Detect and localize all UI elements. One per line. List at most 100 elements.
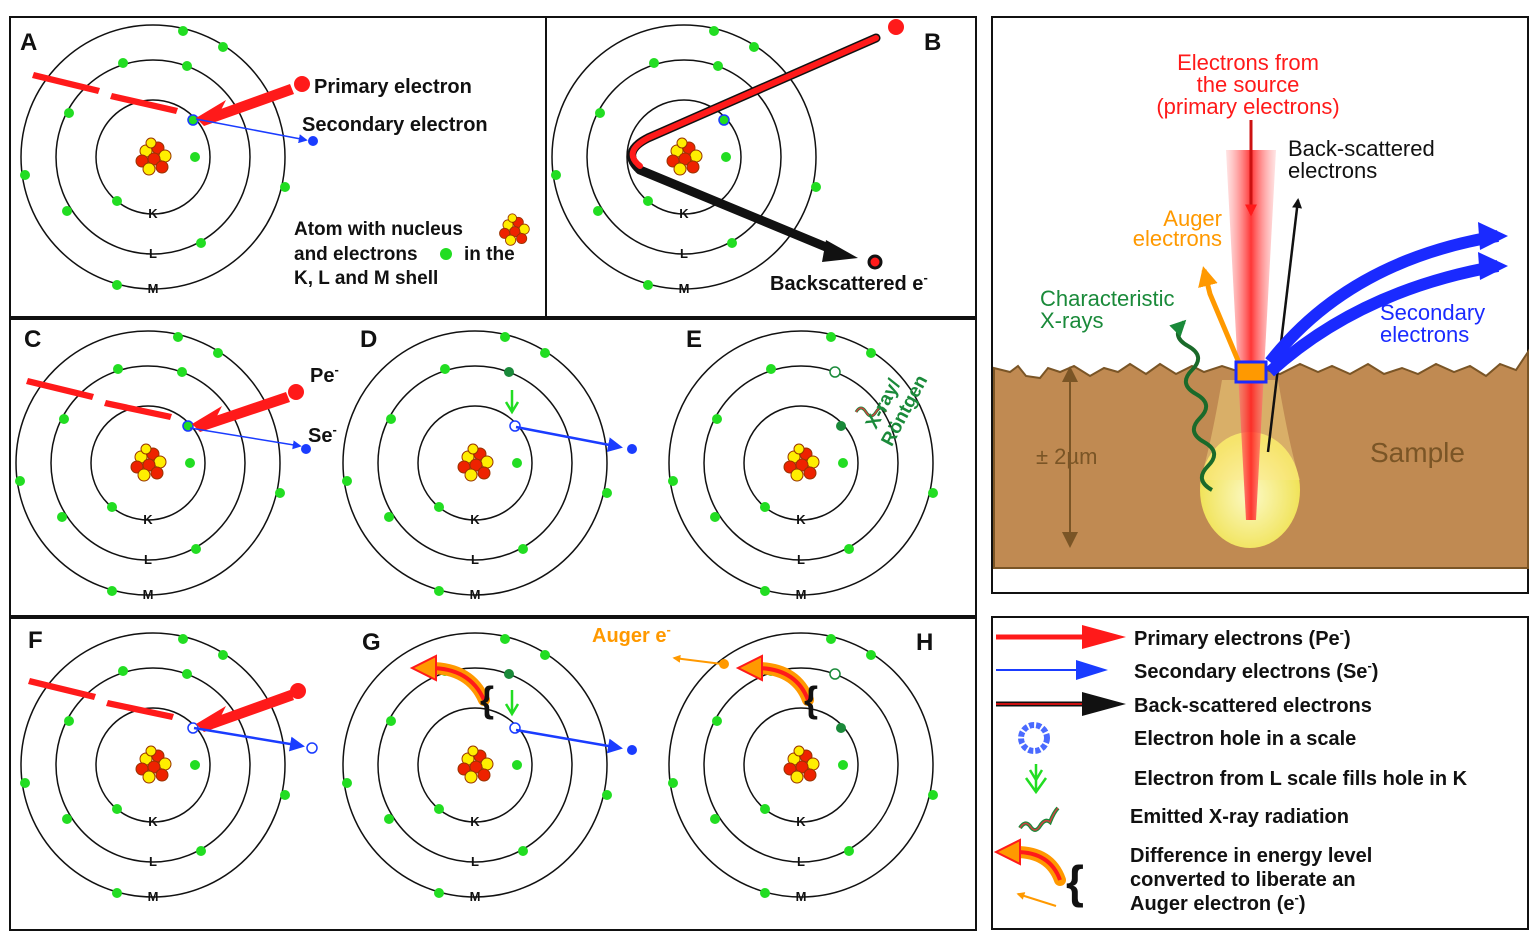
electron	[760, 804, 770, 814]
electron	[500, 634, 510, 644]
backscatter-path-outline	[627, 33, 881, 257]
electron	[64, 108, 74, 118]
shell-m	[551, 24, 817, 290]
electron	[386, 414, 396, 424]
xray-wave	[1169, 319, 1216, 492]
shell-label-l: L	[471, 854, 479, 869]
label-se: Se-	[308, 422, 337, 447]
label-secondary-electron: Secondary electron	[302, 114, 488, 136]
electron-legend-icon	[440, 248, 452, 260]
nucleus-icon	[135, 137, 172, 176]
electron	[844, 846, 854, 856]
electron	[838, 458, 848, 468]
electron	[712, 414, 722, 424]
electron	[712, 716, 722, 726]
electron	[59, 414, 69, 424]
secondary-electron-dot-d	[627, 444, 637, 454]
electron	[182, 61, 192, 71]
electron	[64, 716, 74, 726]
electron	[721, 152, 731, 162]
pe-dot	[288, 384, 304, 400]
legend-diff-line2: converted to liberate an	[1130, 869, 1356, 891]
panel-letter-h: H	[916, 629, 933, 656]
legend-brace: {	[1066, 856, 1084, 908]
electron	[749, 42, 759, 52]
legend-primary-label: Primary electrons (Pe-)	[1134, 625, 1351, 650]
panel-letter-d: D	[360, 326, 377, 353]
nucleus-icon	[666, 137, 703, 176]
electron	[196, 238, 206, 248]
atom-a: K L M	[20, 24, 290, 296]
electron	[826, 332, 836, 342]
electron	[182, 420, 194, 432]
legend-hole-label: Electron hole in a scale	[1134, 728, 1356, 750]
shell-label-k: K	[679, 206, 689, 221]
panel-fgh-frame	[9, 617, 977, 931]
electron	[434, 804, 444, 814]
electron	[173, 332, 183, 342]
electron	[112, 888, 122, 898]
electron	[178, 634, 188, 644]
electron	[62, 814, 72, 824]
legend-fill-label: Electron from L scale fills hole in K	[1134, 768, 1468, 790]
backscatter-arrow	[1266, 198, 1303, 453]
panel-letter-e: E	[686, 326, 702, 353]
label-atom-line3: K, L and M shell	[294, 268, 438, 289]
electron	[866, 650, 876, 660]
energy-arrow-g	[409, 654, 437, 682]
electron	[342, 476, 352, 486]
shell-label-l: L	[144, 552, 152, 567]
electron	[20, 170, 30, 180]
shell-label-k: K	[148, 206, 158, 221]
electron	[182, 669, 192, 679]
atom-d: K L M	[342, 330, 612, 602]
label-backscattered: Backscattered e-	[770, 270, 928, 295]
atom-e: K L M	[668, 330, 938, 602]
electron	[434, 586, 444, 596]
auger-electron-dot	[719, 659, 729, 669]
shell-k	[95, 99, 211, 215]
label-atom-line1: Atom with nucleus	[294, 219, 463, 240]
electron	[191, 544, 201, 554]
label-atom-line2b: in the	[464, 244, 515, 265]
shell-label-m: M	[470, 889, 481, 904]
electron	[760, 888, 770, 898]
electron	[811, 182, 821, 192]
shell-m	[668, 632, 934, 898]
electron	[185, 458, 195, 468]
electron	[440, 364, 450, 374]
atom-b: K L M	[551, 24, 821, 296]
electron	[178, 26, 188, 36]
electron	[836, 723, 846, 733]
electron	[280, 182, 290, 192]
nucleus-legend-icon	[499, 213, 530, 246]
electron	[710, 814, 720, 824]
shell-k	[417, 707, 533, 823]
electron	[196, 846, 206, 856]
sem-illustration	[993, 120, 1529, 569]
electron	[434, 502, 444, 512]
electron	[15, 476, 25, 486]
electron	[280, 790, 290, 800]
electron	[518, 544, 528, 554]
electron	[434, 888, 444, 898]
sem-xray-line2: X-rays	[1040, 308, 1104, 333]
legend-hole-icon	[1018, 722, 1050, 754]
shell-k	[743, 405, 859, 521]
se-dot	[301, 444, 311, 454]
atom-g: K L M	[342, 632, 612, 904]
sem-back-line1: Back-scattered	[1288, 136, 1435, 161]
electron	[504, 669, 514, 679]
electron	[118, 58, 128, 68]
electron	[643, 196, 653, 206]
shell-k	[417, 405, 533, 521]
electron	[386, 716, 396, 726]
sem-source-line1: Electrons from	[1177, 50, 1319, 75]
legend-backscatter-icon	[996, 692, 1126, 716]
atom-f: K L M	[20, 632, 290, 904]
secondary-electron-dot-g	[627, 745, 637, 755]
label-atom-line2: and electrons	[294, 244, 418, 265]
legend-frame	[991, 616, 1529, 930]
panel-ab-frame	[9, 16, 977, 318]
shell-l	[377, 667, 573, 863]
